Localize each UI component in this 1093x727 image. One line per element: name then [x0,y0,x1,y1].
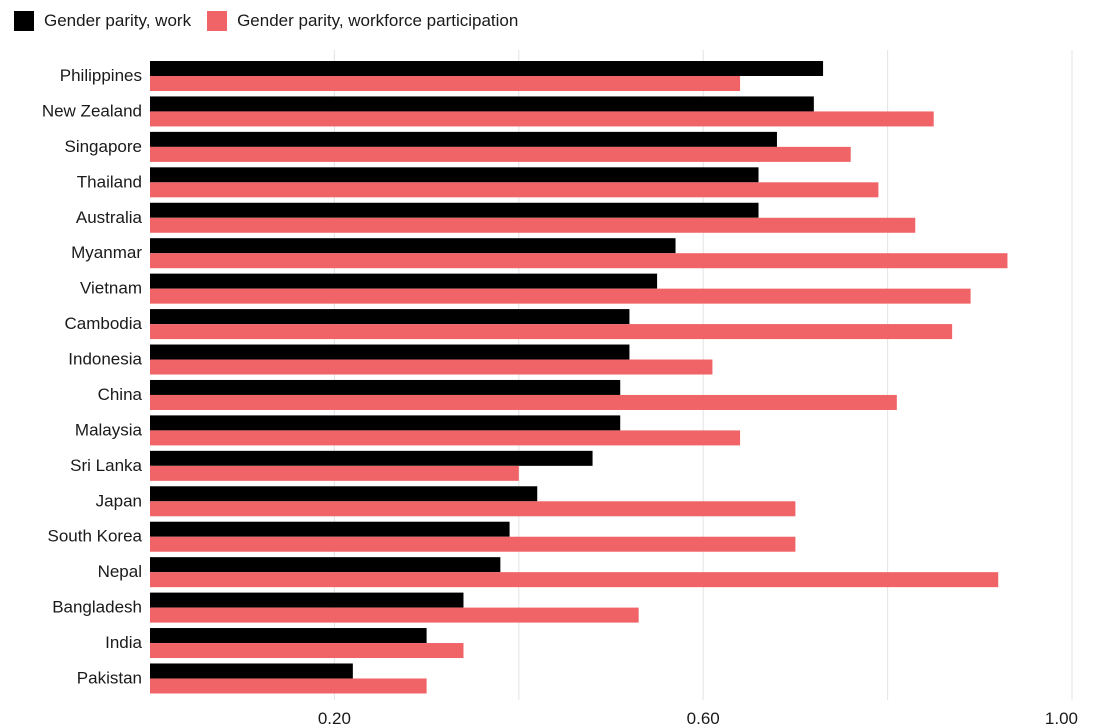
bar-gender-parity-work [150,309,630,325]
bar-gender-parity-workforce-participation [150,465,519,481]
bar-gender-parity-work [150,663,353,679]
legend-swatch-work [14,11,34,31]
bar-gender-parity-workforce-participation [150,359,713,375]
category-label: Thailand [77,172,142,191]
bar-gender-parity-work [150,486,538,502]
bar-gender-parity-workforce-participation [150,111,934,127]
legend-label-workforce-participation: Gender parity, workforce participation [237,11,519,30]
category-label: Cambodia [65,314,143,333]
category-label: New Zealand [42,101,142,120]
category-label: India [105,633,142,652]
category-label: Singapore [64,137,142,156]
bar-gender-parity-work [150,450,593,466]
bar-gender-parity-work [150,61,824,76]
category-label: Nepal [98,562,142,581]
bar-gender-parity-work [150,344,630,360]
bar-gender-parity-workforce-participation [150,501,796,517]
legend-item-workforce-participation: Gender parity, workforce participation [207,11,518,31]
bar-gender-parity-work [150,592,464,608]
bar-gender-parity-workforce-participation [150,394,897,410]
bar-gender-parity-workforce-participation [150,678,427,694]
x-tick-label: 0.20 [318,709,351,727]
legend-swatch-workforce-participation [207,11,228,31]
bar-gender-parity-work [150,415,621,431]
legend-label-work: Gender parity, work [44,11,192,30]
category-label: Japan [96,491,142,510]
bar-gender-parity-workforce-participation [150,288,971,304]
category-label: Bangladesh [52,598,142,617]
bar-gender-parity-work [150,96,814,112]
bar-gender-parity-work [150,379,621,395]
category-label: Australia [76,208,143,227]
category-label: Pakistan [77,668,142,687]
bar-gender-parity-workforce-participation [150,572,999,588]
bar-gender-parity-workforce-participation [150,324,953,340]
bar-gender-parity-work [150,167,759,183]
bar-gender-parity-work [150,131,777,147]
bar-gender-parity-workforce-participation [150,536,796,552]
category-label: Myanmar [71,243,142,262]
bar-gender-parity-workforce-participation [150,253,1008,269]
category-label: Indonesia [68,350,142,369]
bar-gender-parity-work [150,628,427,644]
bar-gender-parity-workforce-participation [150,643,464,659]
bar-gender-parity-workforce-participation [150,217,916,233]
category-label: Malaysia [75,420,143,439]
bar-gender-parity-work [150,238,676,254]
bar-gender-parity-work [150,557,501,573]
chart-legend: Gender parity, work Gender parity, workf… [14,8,518,34]
category-label: Sri Lanka [70,456,142,475]
category-label: China [98,385,143,404]
x-tick-label: 0.60 [687,709,720,727]
bar-gender-parity-workforce-participation [150,146,851,162]
legend-item-work: Gender parity, work [14,11,191,31]
category-label: South Korea [47,527,142,546]
bar-gender-parity-workforce-participation [150,76,741,91]
category-label: Philippines [60,66,142,85]
bar-gender-parity-work [150,202,759,218]
bar-gender-parity-workforce-participation [150,607,639,623]
bar-gender-parity-work [150,273,658,289]
bar-gender-parity-work [150,521,510,537]
category-label: Vietnam [80,279,142,298]
x-tick-label: 1.00 [1045,709,1078,727]
bar-gender-parity-workforce-participation [150,182,879,198]
bar-gender-parity-workforce-participation [150,430,741,446]
